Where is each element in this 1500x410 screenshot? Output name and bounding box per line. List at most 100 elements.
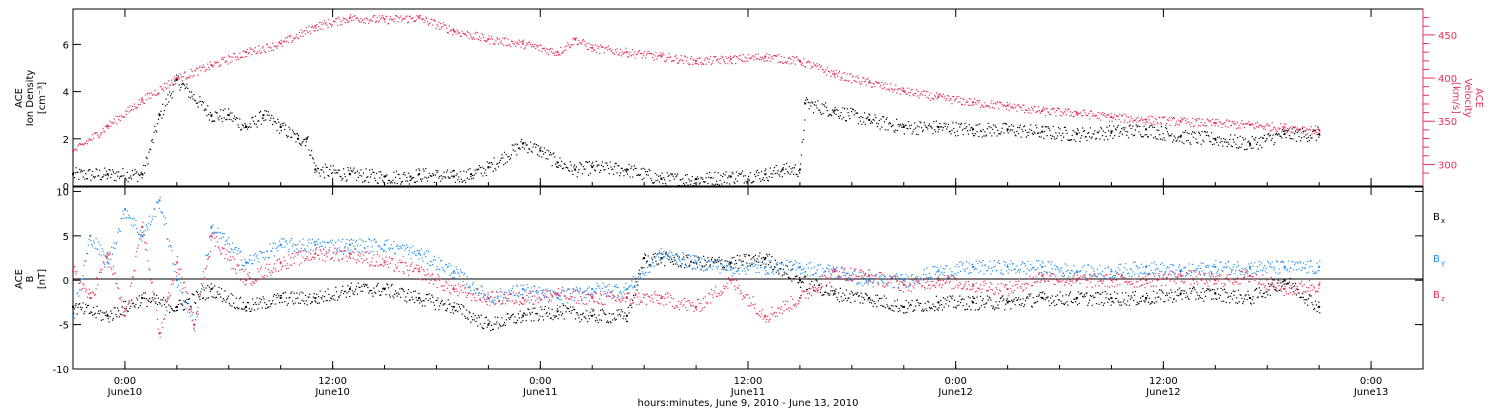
density-series-point xyxy=(297,137,299,140)
x-tick-label-date: June13 xyxy=(1353,387,1389,398)
density-series-point xyxy=(452,175,455,178)
velocity-series-point xyxy=(522,42,524,45)
by-series-point xyxy=(868,279,871,282)
velocity-series-point xyxy=(1179,120,1182,123)
bz-series-point xyxy=(383,261,386,264)
bz-series-point xyxy=(348,252,351,255)
velocity-series-point xyxy=(348,16,351,19)
density-series-point xyxy=(625,168,628,171)
by-series-point xyxy=(175,279,178,282)
bz-series-point xyxy=(210,234,213,237)
by-series-point xyxy=(695,261,698,264)
bx-series-point xyxy=(175,305,178,308)
density-series-point xyxy=(227,114,230,117)
velocity-series-point xyxy=(902,90,905,93)
bz-series-point xyxy=(1145,279,1148,282)
velocity-series-point xyxy=(1283,126,1286,129)
density-series-point xyxy=(573,168,576,171)
density-y-tick-label: 0 xyxy=(63,182,69,193)
by-series-point xyxy=(660,252,663,255)
by-series-point xyxy=(764,265,767,268)
bx-series-point xyxy=(348,288,351,291)
bz-series-point xyxy=(245,279,248,282)
density-y-tick-label: 2 xyxy=(63,135,69,146)
bx-series-point xyxy=(591,314,594,317)
bz-series-point xyxy=(522,296,524,299)
x-tick-label-date: June11 xyxy=(522,387,558,398)
bx-series-point xyxy=(72,305,74,308)
x-tick-label-date: June11 xyxy=(730,387,766,398)
density-series-point xyxy=(305,137,308,140)
density-series-point xyxy=(798,168,801,171)
density-series-point xyxy=(409,175,412,178)
by-series-point xyxy=(314,243,317,246)
bz-series-point xyxy=(1318,283,1321,286)
bz-series-point xyxy=(591,296,594,299)
by-series-point xyxy=(798,265,801,268)
density-series-point xyxy=(937,126,940,128)
velocity-ylabel-line1: ACE xyxy=(1473,88,1484,108)
density-series-point xyxy=(804,102,807,105)
bz-series-point xyxy=(937,279,940,282)
density-series-point xyxy=(1179,135,1182,138)
bx-series-point xyxy=(1075,296,1078,299)
by-series-point xyxy=(106,261,109,264)
bx-series-point xyxy=(487,323,490,326)
velocity-series-point xyxy=(660,55,663,58)
density-series-point xyxy=(1041,130,1044,133)
bz-series-point xyxy=(175,261,178,264)
bx-series-point xyxy=(452,305,455,308)
by-series-point xyxy=(1006,265,1009,268)
bfield-y-tick-label: 10 xyxy=(56,187,69,198)
x-tick-label-time: 12:00 xyxy=(1149,376,1178,387)
bx-series-point xyxy=(1145,296,1148,299)
density-velocity-panel xyxy=(72,8,1424,187)
density-series-point xyxy=(833,109,836,112)
bx-series-point xyxy=(1318,305,1321,308)
velocity-y-tick-label: 400 xyxy=(1438,74,1457,85)
velocity-series-point xyxy=(833,72,836,75)
bz-series-point xyxy=(833,270,836,273)
bz-series-point xyxy=(764,314,767,317)
bfield-y-tick-label: -5 xyxy=(59,321,69,332)
bz-series-point xyxy=(660,296,663,299)
density-series-point xyxy=(1006,128,1009,131)
velocity-series-point xyxy=(937,96,940,99)
bfield-y-tick-label: -10 xyxy=(53,365,69,376)
density-series-point xyxy=(279,126,282,128)
bx-series-point xyxy=(556,310,559,313)
by-series-point xyxy=(279,243,282,246)
density-y-tick-label: 4 xyxy=(63,88,69,99)
x-tick-label-date: June12 xyxy=(1145,387,1181,398)
density-series-point xyxy=(383,175,386,178)
bx-series-texture xyxy=(73,251,1321,332)
density-series-point xyxy=(487,166,490,169)
bz-series-point xyxy=(868,274,871,277)
by-series-point xyxy=(1041,265,1044,268)
bfield-ylabel-line3: [nT] xyxy=(37,269,48,289)
data-marks xyxy=(72,14,1321,338)
bx-series-point xyxy=(245,305,248,308)
by-series-point xyxy=(158,199,161,202)
by-series-texture xyxy=(73,196,1321,332)
by-series-point xyxy=(123,208,126,211)
density-series-point xyxy=(262,114,265,117)
velocity-series-texture xyxy=(73,14,1321,157)
bz-series-point xyxy=(625,296,628,299)
legend-by-label: B xyxy=(1433,254,1440,265)
density-series-point xyxy=(764,173,767,176)
bz-series-point xyxy=(279,261,282,264)
velocity-series-point xyxy=(1145,118,1148,121)
velocity-series-point xyxy=(591,46,594,49)
velocity-y-tick-label: 350 xyxy=(1438,117,1457,128)
bx-series-point xyxy=(1006,301,1009,304)
density-series-point xyxy=(539,149,542,152)
by-series-point xyxy=(1075,270,1078,273)
velocity-series-point xyxy=(106,124,109,127)
by-series-point xyxy=(210,225,213,228)
bx-series-point xyxy=(937,301,940,304)
bz-series-point xyxy=(1214,279,1217,282)
velocity-series-point xyxy=(1318,128,1321,131)
velocity-ylabel-line3: [km/s] xyxy=(1450,82,1461,114)
